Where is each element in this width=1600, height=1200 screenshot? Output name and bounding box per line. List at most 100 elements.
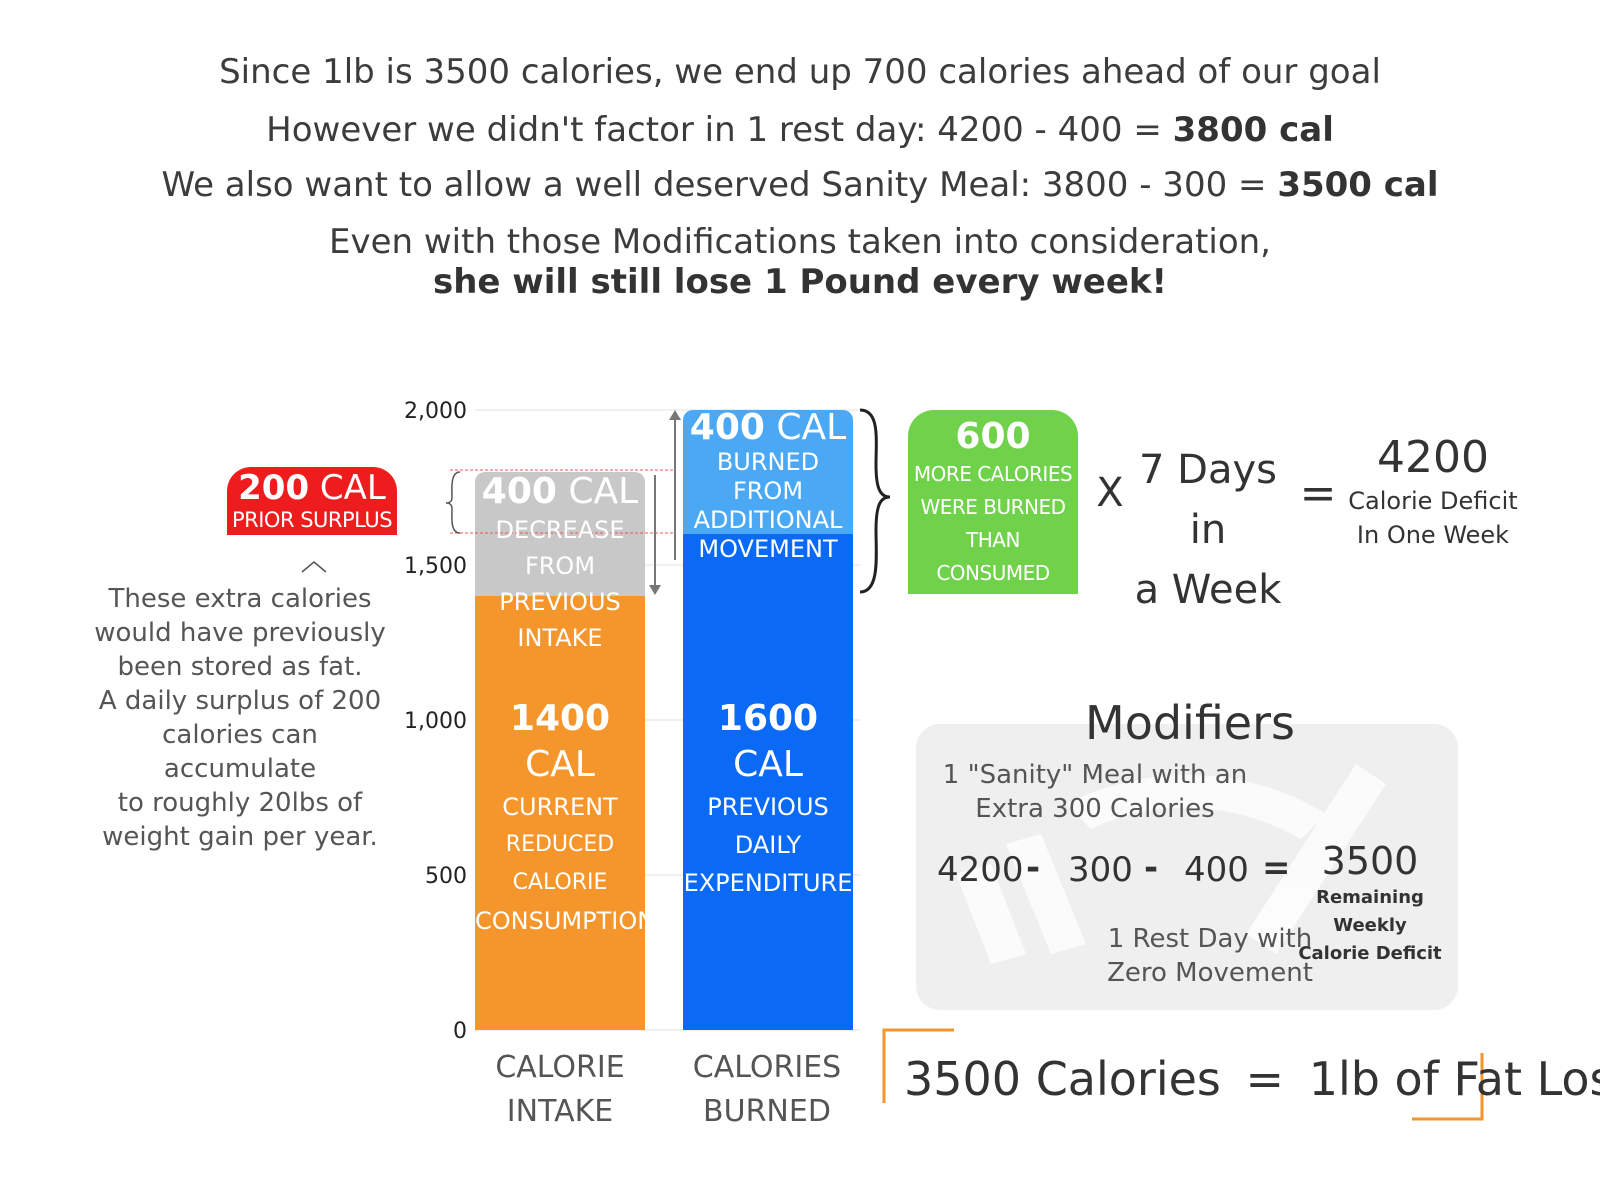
modifiers-result-num: 3500: [1321, 839, 1419, 883]
bar-intake-base: [475, 596, 645, 1030]
intake-base-unit: CAL: [525, 744, 595, 785]
modifiers-equals: =: [1262, 848, 1291, 888]
green-box-line-2: WERE BURNED: [920, 495, 1066, 519]
bar-burned-base: [683, 534, 853, 1030]
modifiers-sanity-line-1: 1 "Sanity" Meal with an: [942, 760, 1248, 790]
footer-equals: =: [1245, 1052, 1285, 1106]
y-tick-label: 1,500: [404, 554, 467, 579]
modifiers-result-line-1: Remaining Weekly: [1316, 887, 1424, 936]
modifiers-n3: 400: [1184, 850, 1249, 890]
green-box-line-3: THAN CONSUMED: [936, 528, 1050, 585]
y-tick-label: 500: [425, 864, 467, 889]
footer-statement: 3500 Calories = 1lb of Fat Loss: [904, 1052, 1600, 1106]
surplus-note-line: calories can accumulate: [162, 720, 318, 784]
modifiers-watermark: [956, 764, 1386, 964]
category-intake-line-1: CALORIE: [495, 1050, 625, 1085]
intake-base-num: 1400: [509, 698, 611, 739]
intake-base-line-1: CURRENT: [502, 793, 618, 821]
green-box-line-1: MORE CALORIES: [913, 462, 1073, 486]
category-label-intake: CALORIE INTAKE: [470, 1046, 650, 1134]
equation-result: 4200 Calorie Deficit In One Week: [1338, 432, 1528, 552]
surplus-note-line: to roughly 20lbs of: [117, 788, 363, 818]
burned-base-line-2: EXPENDITURE: [683, 869, 853, 897]
green-box-line-4: DAILY: [965, 591, 1021, 615]
modifiers-n1: 4200: [937, 850, 1024, 890]
equation-days-line-2: a Week: [1134, 567, 1282, 613]
y-tick-label: 1,000: [404, 709, 467, 734]
y-tick-label: 2,000: [404, 399, 467, 424]
burned-top-label: 400 CAL BURNED FROM ADDITIONAL MOVEMENT: [683, 408, 853, 564]
surplus-note-line: A daily surplus of 200: [98, 686, 382, 716]
surplus-note: These extra calories would have previousl…: [90, 582, 390, 854]
header-line-3-text: We also want to allow a well deserved Sa…: [161, 165, 1278, 205]
surplus-sub: PRIOR SURPLUS: [231, 508, 393, 532]
header-line-5: she will still lose 1 Pound every week!: [432, 262, 1168, 302]
deficit-brace: [859, 408, 891, 594]
header-line-4: Even with those Modifications taken into…: [328, 222, 1271, 262]
green-box-num: 600: [955, 416, 1031, 457]
burned-base-num: 1600: [717, 698, 819, 739]
surplus-unit: CAL: [309, 468, 386, 508]
surplus-note-line: weight gain per year.: [102, 822, 378, 852]
burned-top-line-2: ADDITIONAL: [693, 506, 843, 534]
burned-top-num: 400: [689, 407, 765, 448]
category-burned-line-2: BURNED: [703, 1094, 831, 1129]
header-line-3: We also want to allow a well deserved Sa…: [0, 165, 1600, 205]
category-intake-line-2: INTAKE: [506, 1094, 614, 1129]
modifiers-title: Modifiers: [1085, 696, 1295, 750]
bar-burned-top: [683, 410, 853, 534]
surplus-note-line: would have previously: [94, 618, 386, 648]
category-burned-line-1: CALORIES: [692, 1050, 842, 1085]
y-axis-ticks: 0 500 1,000 1,500 2,000: [404, 399, 467, 1044]
intake-top-unit: CAL: [556, 471, 639, 512]
intake-top-line-2: PREVIOUS INTAKE: [499, 588, 621, 652]
intake-top-label: 400 CAL DECREASE FROM PREVIOUS INTAKE: [475, 472, 645, 656]
intake-top-line-1: DECREASE FROM: [495, 516, 625, 580]
equation-result-line-1: Calorie Deficit: [1348, 487, 1518, 515]
modifiers-panel: [916, 724, 1458, 1010]
modifiers-minus-1: -: [1026, 848, 1041, 888]
modifiers-sanity-line-2: Extra 300 Calories: [975, 794, 1215, 824]
surplus-brace: [445, 471, 461, 534]
footer-left: 3500 Calories: [904, 1052, 1221, 1106]
equation-equals: =: [1299, 468, 1337, 519]
footer-corner-bottom-right: [1412, 1053, 1484, 1121]
equation-times: X: [1096, 470, 1124, 516]
header-line-3-bold: 3500 cal: [1277, 165, 1439, 205]
equation-days: 7 Days in a Week: [1128, 440, 1288, 620]
burned-base-label: 1600 CAL PREVIOUS DAILY EXPENDITURE: [683, 696, 853, 902]
prior-surplus-badge: 200 CAL PRIOR SURPLUS: [227, 467, 397, 535]
chart-bars: [475, 410, 853, 1030]
header-line-2-text: However we didn't factor in 1 rest day: …: [266, 110, 1173, 150]
modifiers-rest-line-1: 1 Rest Day with: [1107, 924, 1313, 954]
header-line-2-bold: 3800 cal: [1172, 110, 1334, 150]
footer-corner-top-left: [882, 1028, 954, 1103]
intake-base-line-3: CONSUMPTION: [475, 907, 656, 935]
burned-top-line-1: BURNED FROM: [716, 448, 820, 505]
arrow-up-head: [669, 410, 681, 420]
modifiers-result: 3500 Remaining Weekly Calorie Deficit: [1290, 838, 1450, 968]
footer-right: 1lb of Fat Loss: [1308, 1052, 1600, 1106]
intake-base-label: 1400 CAL CURRENT REDUCED CALORIE CONSUMP…: [475, 696, 656, 940]
y-tick-label: 0: [453, 1019, 467, 1044]
modifiers-rest-note: 1 Rest Day with Zero Movement: [1085, 922, 1335, 990]
modifiers-minus-2: -: [1144, 848, 1159, 888]
surplus-note-line: been stored as fat.: [117, 652, 363, 682]
modifiers-result-line-2: Calorie Deficit: [1298, 943, 1442, 964]
surplus-chevron-up-icon: [301, 561, 327, 573]
intake-top-num: 400: [481, 471, 557, 512]
intake-base-line-2: REDUCED CALORIE: [505, 832, 615, 895]
bar-corner-fill: [475, 584, 645, 596]
equation-days-line-1: 7 Days in: [1139, 447, 1277, 553]
burned-top-unit: CAL: [764, 407, 847, 448]
daily-deficit-box: 600 MORE CALORIES WERE BURNED THAN CONSU…: [908, 410, 1078, 615]
bar-intake-top: [475, 472, 645, 596]
burned-base-line-1: PREVIOUS DAILY: [707, 793, 829, 859]
burned-top-line-3: MOVEMENT: [698, 535, 838, 563]
header-line-1: Since 1lb is 3500 calories, we end up 70…: [219, 52, 1381, 92]
burned-base-unit: CAL: [733, 744, 803, 785]
modifiers-rest-line-2: Zero Movement: [1107, 958, 1313, 988]
bar-corner-fill: [683, 522, 853, 534]
category-label-burned: CALORIES BURNED: [677, 1046, 857, 1134]
